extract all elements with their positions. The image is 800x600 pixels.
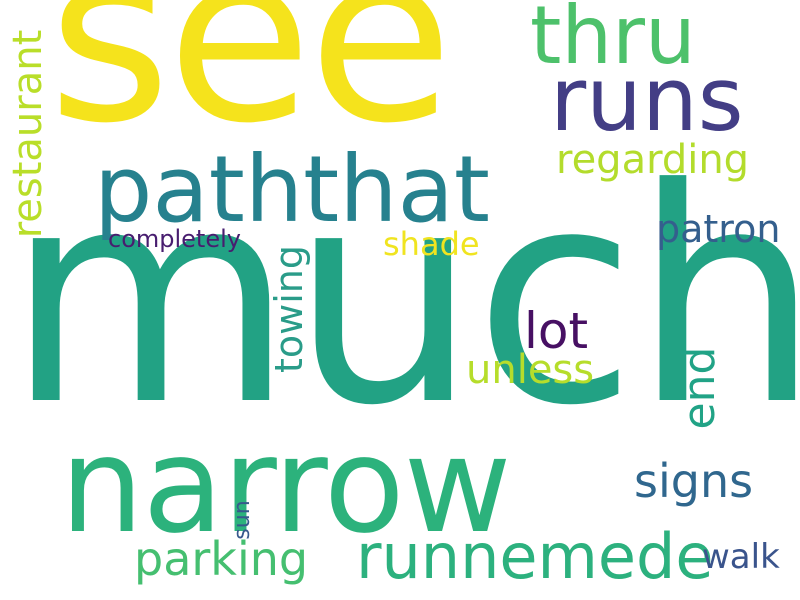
word-restaurant: restaurant bbox=[5, 29, 51, 239]
word-patron: patron bbox=[656, 207, 781, 251]
word-end: end bbox=[674, 346, 725, 430]
word-runnemede: runnemede bbox=[356, 520, 714, 593]
word-regarding: regarding bbox=[556, 137, 750, 183]
word-lot: lot bbox=[524, 302, 589, 360]
word-unless: unless bbox=[466, 347, 595, 393]
word-signs: signs bbox=[634, 454, 754, 508]
word-shade: shade bbox=[383, 225, 480, 263]
word-walk: walk bbox=[702, 537, 780, 577]
word-towing: towing bbox=[267, 245, 311, 373]
word-narrow: narrow bbox=[60, 409, 512, 563]
word-thru: thru bbox=[530, 0, 696, 82]
word-runs: runs bbox=[550, 48, 744, 151]
word-sun: sun bbox=[230, 500, 255, 540]
word-parking: parking bbox=[134, 532, 309, 586]
word-much: much bbox=[6, 125, 800, 470]
word-completely: completely bbox=[108, 225, 241, 253]
word-see: see bbox=[48, 0, 453, 175]
word-paththat: paththat bbox=[94, 136, 490, 243]
